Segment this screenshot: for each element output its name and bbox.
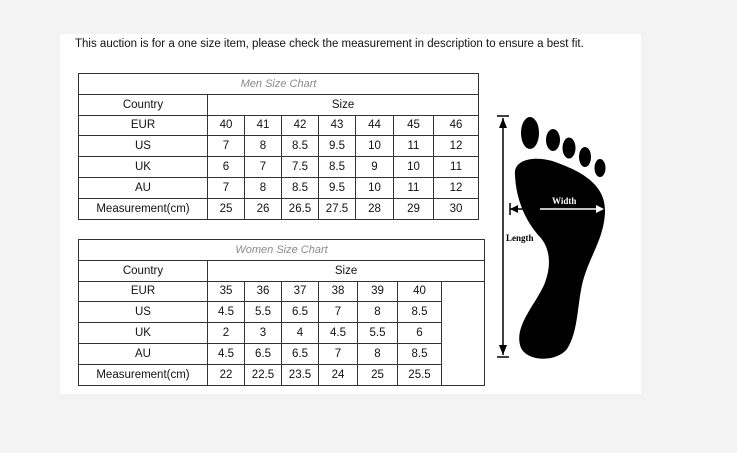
size-cell: 10 <box>393 156 434 178</box>
size-cell: 12 <box>432 135 480 158</box>
country-cell: EUR <box>78 114 208 137</box>
size-cell: 30 <box>432 197 480 220</box>
size-cell: 22.5 <box>244 363 282 386</box>
empty-cell <box>440 364 486 386</box>
notice-text: This auction is for a one size item, ple… <box>75 38 584 50</box>
men-size-chart: Men Size Chart Country Size EUR 40 41 42 43 44… <box>77 73 480 220</box>
size-cell: 25.5 <box>397 363 442 386</box>
size-cell: 8.5 <box>281 176 319 199</box>
width-label: Width <box>552 196 576 206</box>
empty-cell <box>440 343 486 365</box>
empty-cell <box>440 281 486 302</box>
size-cell: 22 <box>207 363 245 386</box>
length-label: Length <box>506 233 534 243</box>
table-row: AU 4.5 6.5 6.5 7 8 8.5 <box>78 342 486 365</box>
size-cell: 25 <box>357 363 398 386</box>
width-arrow-icon <box>509 203 604 215</box>
size-cell: 29 <box>393 197 434 220</box>
country-cell: AU <box>78 176 208 199</box>
chart-title: Women Size Chart <box>77 239 486 261</box>
country-cell: Measurement(cm) <box>78 363 208 386</box>
women-size-chart: Women Size Chart Country Size EUR 35 36 37 38… <box>77 239 486 386</box>
size-cell: 38 <box>318 280 358 303</box>
country-cell: UK <box>78 322 208 344</box>
empty-cell <box>440 322 486 344</box>
table-row: EUR 40 41 42 43 44 45 46 <box>78 114 480 137</box>
size-cell: 24 <box>318 363 358 386</box>
table-row: UK 2 3 4 4.5 5.5 6 <box>78 322 486 344</box>
size-cell: 28 <box>355 197 394 220</box>
table-row: AU 7 8 8.5 9.5 10 11 12 <box>78 176 480 199</box>
table-row: Measurement(cm) 25 26 26.5 27.5 28 29 30 <box>78 197 480 220</box>
empty-cell <box>440 301 486 323</box>
country-cell: Measurement(cm) <box>78 197 208 220</box>
table-row: Measurement(cm) 22 22.5 23.5 24 25 25.5 <box>78 363 486 386</box>
table-row: EUR 35 36 37 38 39 40 <box>78 280 486 303</box>
size-cell: 35 <box>207 280 245 303</box>
length-arrow-icon <box>497 115 509 358</box>
table-row: US 7 8 8.5 9.5 10 11 12 <box>78 135 480 158</box>
size-cell: 27.5 <box>318 197 356 220</box>
